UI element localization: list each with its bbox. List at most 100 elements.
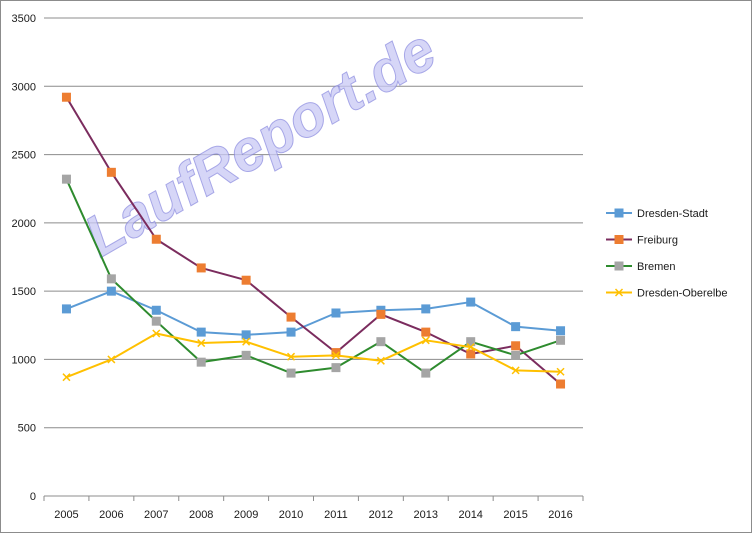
x-tick-label: 2013 [414,509,438,521]
data-point [331,351,340,360]
legend-marker [614,208,624,218]
data-point [466,337,476,347]
x-tick-label: 2009 [234,509,258,521]
x-tick-label: 2012 [369,509,393,521]
data-point [511,366,520,375]
y-tick-label: 2000 [12,218,36,230]
legend-entry: Bremen [606,261,676,273]
data-point [106,274,116,284]
y-tick-label: 1000 [12,354,36,366]
legend-label: Dresden-Oberelbe [637,288,728,300]
marker-stroke [614,288,624,297]
legend: Dresden-Stadt Freiburg Bremen Dresden-Obere… [606,208,728,300]
data-point [196,357,206,367]
x-tick-label: 2007 [144,509,168,521]
series-dresden-stadt [61,286,566,340]
data-point [421,304,431,314]
data-point [287,352,296,361]
data-point [331,348,341,358]
data-point [286,368,296,378]
watermark-text: LaufReport.de [74,17,447,270]
data-point [511,350,521,360]
data-point [286,327,296,337]
marker-stroke [287,352,296,361]
x-tick-label: 2010 [279,509,303,521]
data-point [331,363,341,373]
data-point [511,322,521,332]
data-point [556,326,566,336]
data-point [151,305,161,315]
axes: 0 500 1000 1500 2000 2500 3000 3500 2005 2006 2007… [12,13,584,521]
series-bremen [61,174,566,378]
data-point [61,174,71,184]
data-point [242,337,251,346]
data-point [152,329,161,338]
data-point [421,336,430,345]
data-point [466,349,476,359]
legend-marker [614,261,624,271]
data-point [151,316,161,326]
marker-stroke [242,337,251,346]
series-line [65,178,561,375]
data-point [62,373,71,382]
y-tick-label: 1500 [12,286,36,298]
data-point [151,234,161,244]
legend-entry: Freiburg [606,235,678,247]
data-point [556,335,566,345]
x-tick-label: 2005 [54,509,78,521]
marker-stroke [376,356,385,365]
marker-stroke [511,366,520,375]
legend-entry: Dresden-Oberelbe [606,288,728,300]
series-line [66,290,561,336]
data-point [511,341,521,351]
y-tick-label: 3000 [12,81,36,93]
y-tick-label: 500 [18,423,36,435]
x-tick-label: 2014 [458,509,482,521]
marker-stroke [466,343,475,352]
x-tick-label: 2006 [99,509,123,521]
x-tick-label: 2016 [548,509,572,521]
data-point [421,368,431,378]
data-point [376,309,386,319]
data-point [61,92,71,102]
data-point [331,308,341,318]
series-freiburg [61,92,566,389]
legend-label: Freiburg [637,235,678,247]
data-point [556,367,565,376]
data-point [61,304,71,314]
y-tick-label: 2500 [12,150,36,162]
data-point [241,350,251,360]
x-tick-label: 2015 [503,509,527,521]
data-point [197,339,206,348]
series-lines [61,92,566,389]
data-point [106,286,116,296]
data-point [376,337,386,347]
marker-stroke [556,367,565,376]
data-point [106,167,116,177]
data-point [196,263,206,273]
marker-stroke [152,329,161,338]
y-tick-label: 0 [30,491,36,503]
marker-stroke [197,339,206,348]
x-tick-label: 2008 [189,509,213,521]
data-point [421,327,431,337]
y-tick-label: 3500 [12,13,36,25]
legend-marker [614,235,624,244]
series-line [65,96,562,385]
data-point [466,297,476,307]
data-point [286,312,296,322]
data-point [107,355,116,364]
legend-label: Dresden-Stadt [637,208,708,220]
data-point [196,327,206,337]
x-tick-label: 2011 [324,509,348,521]
marker-stroke [107,355,116,364]
data-point [556,379,566,389]
legend-entry: Dresden-Stadt [606,208,708,220]
data-point [241,275,251,285]
data-point [466,343,475,352]
legend-label: Bremen [637,261,676,273]
data-point [241,330,251,340]
series-line [66,332,561,379]
marker-stroke [331,351,340,360]
